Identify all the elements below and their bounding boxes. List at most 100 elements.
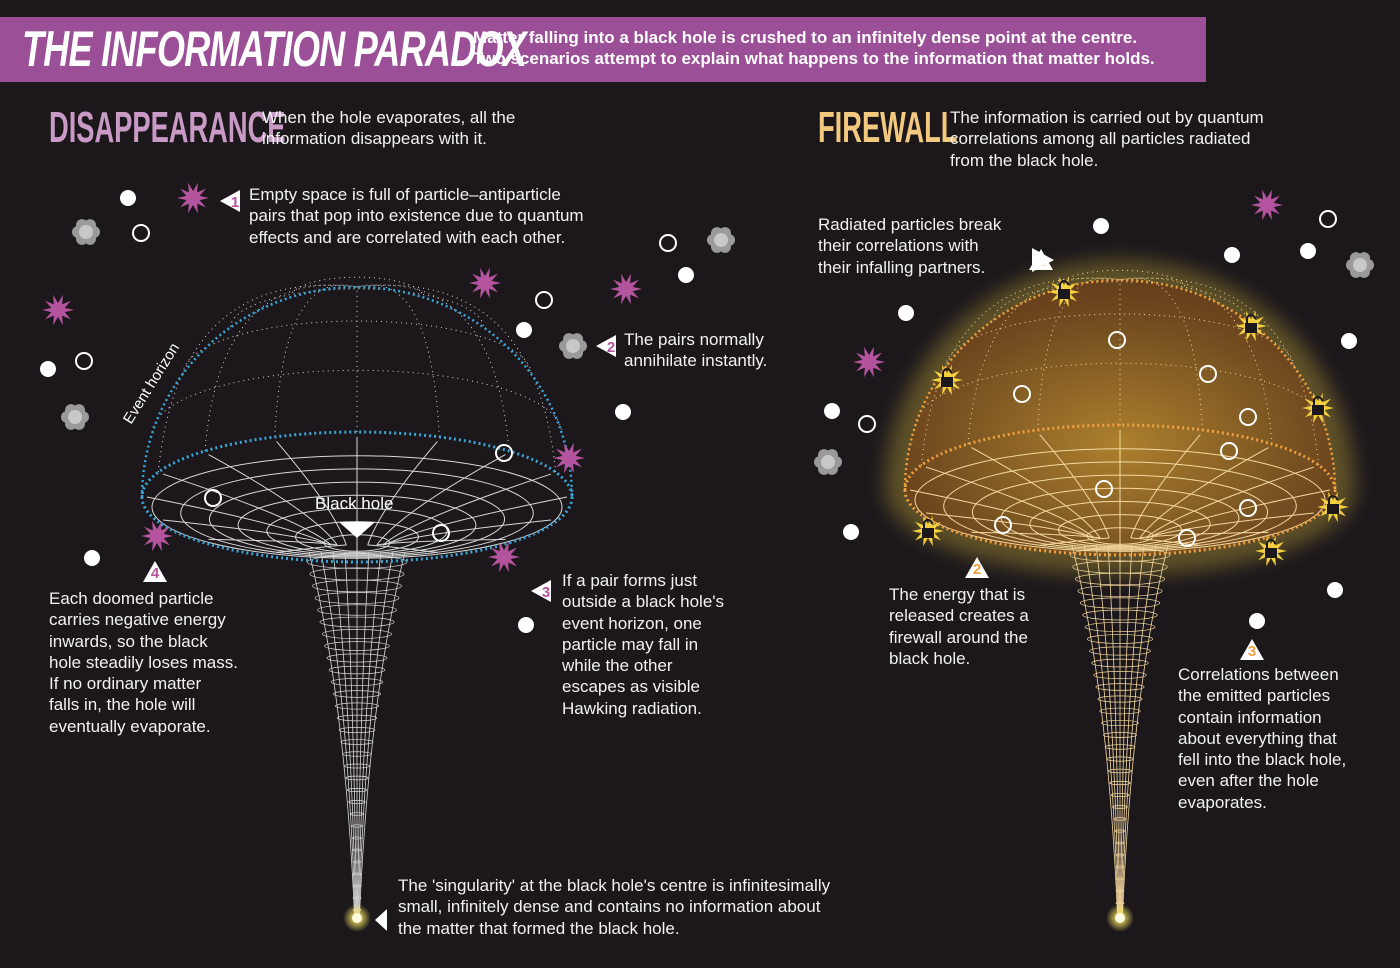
text-line: The 'singularity' at the black hole's ce… bbox=[398, 876, 831, 895]
throat-ring bbox=[1075, 572, 1165, 586]
spacetime-line bbox=[146, 496, 330, 546]
antiparticle bbox=[1178, 529, 1196, 547]
padlock-shackle bbox=[1313, 396, 1323, 405]
step-marker bbox=[143, 561, 167, 582]
antiparticle bbox=[1220, 442, 1238, 460]
throat-ring bbox=[334, 702, 380, 710]
padlock-icon bbox=[1058, 289, 1070, 299]
antiparticle bbox=[1013, 385, 1031, 403]
throat-line bbox=[308, 551, 355, 919]
spacetime-line bbox=[1039, 434, 1110, 539]
spacetime-line bbox=[382, 473, 552, 546]
spacetime-line bbox=[971, 447, 1101, 539]
throat-ring bbox=[1112, 805, 1128, 809]
spacetime-line bbox=[1147, 489, 1331, 539]
text-line: eventually evaporate. bbox=[49, 716, 211, 736]
text-line: Radiated particles break bbox=[818, 215, 1002, 234]
text-line: outside a black hole's bbox=[562, 592, 725, 612]
text-line: Correlations between bbox=[1178, 665, 1339, 684]
particle bbox=[678, 267, 694, 283]
particle bbox=[40, 361, 56, 377]
throat-ring bbox=[1069, 548, 1171, 562]
dome-latitude bbox=[182, 320, 532, 374]
throat-line bbox=[357, 551, 382, 919]
spacetime-line bbox=[276, 441, 347, 546]
step-number: 2 bbox=[973, 561, 981, 578]
step-marker bbox=[596, 335, 616, 357]
spacetime-line bbox=[1145, 512, 1315, 539]
padlock-shackle bbox=[1059, 280, 1069, 289]
event-horizon-rim bbox=[903, 423, 1337, 557]
particle bbox=[518, 617, 534, 633]
throat-ring bbox=[343, 763, 371, 769]
antiparticle bbox=[858, 415, 876, 433]
throat-ring bbox=[1079, 597, 1161, 609]
annihilation-icon bbox=[68, 410, 82, 424]
black-hole-pointer bbox=[339, 522, 375, 538]
throat-line bbox=[332, 551, 357, 919]
particle-pair-star bbox=[469, 267, 501, 299]
text-line: firewall around the bbox=[889, 627, 1028, 647]
padlock-icon bbox=[922, 528, 934, 538]
throat-ring bbox=[1103, 732, 1137, 738]
throat-line bbox=[1120, 544, 1145, 919]
dome-longitude bbox=[204, 284, 358, 452]
title-banner bbox=[0, 17, 1206, 82]
throat-line bbox=[1071, 544, 1118, 919]
disappearance-step-1: Empty space is full of particle–antipart… bbox=[249, 184, 584, 248]
step-marker bbox=[1032, 248, 1054, 272]
spacetime-line bbox=[1130, 434, 1201, 539]
text-line: information disappears with it. bbox=[262, 129, 487, 149]
page-title: THE INFORMATION PARADOX bbox=[22, 21, 527, 77]
text-line: their infalling partners. bbox=[818, 257, 986, 277]
throat-ring bbox=[314, 592, 400, 604]
throat-ring bbox=[1077, 585, 1163, 597]
throat-ring bbox=[1110, 793, 1130, 797]
throat-ring bbox=[352, 884, 362, 888]
throat-ring bbox=[1115, 841, 1125, 845]
antiparticle bbox=[432, 524, 450, 542]
disappearance-step-2: The pairs normally annihilate instantly. bbox=[624, 329, 767, 372]
spacetime-line bbox=[367, 441, 438, 546]
black-hole-firewall bbox=[885, 260, 1355, 932]
antiparticle bbox=[1319, 210, 1337, 228]
step-number: 3 bbox=[1248, 643, 1256, 660]
antiparticle bbox=[204, 489, 222, 507]
throat-ring bbox=[345, 775, 369, 781]
text-line: from the black hole. bbox=[950, 150, 1099, 170]
step-number: 2 bbox=[607, 339, 615, 356]
antiparticle bbox=[132, 224, 150, 242]
subtitle-line: Matter falling into a black hole is crus… bbox=[473, 28, 1138, 47]
throat-ring bbox=[352, 872, 362, 876]
text-line: about everything that bbox=[1178, 728, 1337, 748]
firewall-heading: FIREWALL bbox=[818, 103, 958, 152]
spacetime-line bbox=[1139, 447, 1269, 539]
particle bbox=[1300, 243, 1316, 259]
spacetime-line bbox=[925, 466, 1095, 539]
black-hole-label: Black hole bbox=[315, 494, 394, 513]
throat-ring bbox=[352, 896, 362, 900]
throat-ring bbox=[352, 836, 362, 840]
throat-line bbox=[1107, 544, 1120, 919]
spacetime-line bbox=[376, 454, 506, 546]
firewall-step-1: Radiated particles break their correlati… bbox=[818, 214, 1001, 278]
step-marker bbox=[531, 580, 551, 602]
text-line: effects and are correlated with each oth… bbox=[249, 227, 566, 247]
event-horizon-dome bbox=[903, 278, 1337, 491]
particle-pair-star bbox=[610, 273, 642, 305]
singularity-pointer bbox=[375, 909, 387, 931]
particle bbox=[843, 524, 859, 540]
throat-ring bbox=[1093, 671, 1147, 679]
antiparticle bbox=[75, 352, 93, 370]
throat-ring bbox=[338, 727, 376, 733]
throat-ring bbox=[1095, 683, 1145, 691]
spacetime-line bbox=[909, 489, 1093, 539]
text-line: If no ordinary matter bbox=[49, 674, 202, 694]
text-line: Empty space is full of particle–antipart… bbox=[249, 185, 561, 204]
throat-line bbox=[344, 551, 357, 919]
text-line: particle may fall in bbox=[562, 634, 699, 654]
text-line: The pairs normally bbox=[624, 330, 764, 349]
throat-ring bbox=[349, 812, 365, 816]
padlock-icon bbox=[941, 377, 953, 387]
throat-ring bbox=[1086, 634, 1154, 644]
